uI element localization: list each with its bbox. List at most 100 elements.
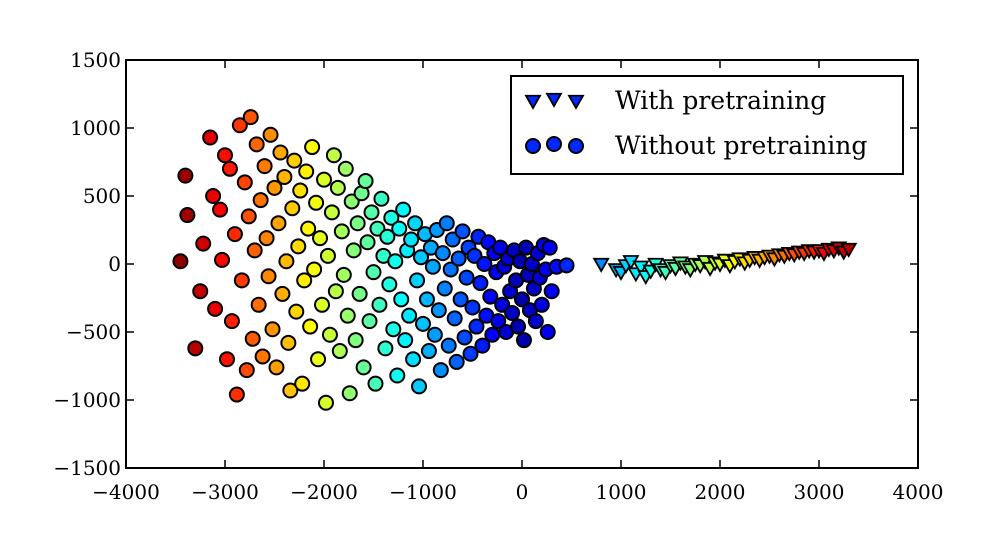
y-tick-label: −500 — [66, 320, 121, 344]
y-tick-label: 0 — [108, 252, 121, 276]
point-without-pretraining — [270, 215, 287, 232]
point-without-pretraining — [484, 326, 501, 343]
point-without-pretraining — [448, 353, 465, 370]
point-without-pretraining — [240, 208, 257, 225]
point-without-pretraining — [420, 343, 437, 360]
point-without-pretraining — [236, 174, 253, 191]
point-without-pretraining — [321, 326, 338, 343]
point-without-pretraining — [476, 256, 493, 272]
point-without-pretraining — [373, 190, 390, 207]
point-without-pretraining — [347, 332, 364, 349]
legend-circle-marker — [546, 136, 562, 152]
point-without-pretraining — [468, 318, 485, 335]
point-without-pretraining — [434, 245, 451, 262]
point-without-pretraining — [426, 326, 443, 343]
point-without-pretraining — [246, 242, 263, 259]
x-tick-label: −4000 — [92, 480, 160, 504]
point-without-pretraining — [464, 299, 481, 316]
point-without-pretraining — [359, 234, 376, 251]
point-without-pretraining — [302, 318, 319, 335]
point-without-pretraining — [284, 200, 301, 217]
point-without-pretraining — [221, 160, 238, 177]
point-without-pretraining — [298, 163, 315, 180]
y-tick-label: −1500 — [53, 456, 121, 480]
legend-circle-marker — [525, 138, 541, 154]
point-without-pretraining — [345, 242, 362, 259]
point-without-pretraining — [371, 296, 388, 313]
point-without-pretraining — [339, 307, 356, 324]
point-without-pretraining — [317, 394, 334, 411]
point-without-pretraining — [316, 171, 332, 188]
point-without-pretraining — [367, 375, 384, 392]
point-without-pretraining — [415, 315, 431, 332]
point-without-pretraining — [228, 386, 245, 403]
point-without-pretraining — [432, 362, 449, 379]
point-without-pretraining — [363, 204, 380, 221]
point-without-pretraining — [288, 303, 305, 320]
point-without-pretraining — [296, 272, 313, 289]
point-without-pretraining — [377, 340, 394, 357]
point-without-pretraining — [276, 168, 293, 185]
point-without-pretraining — [407, 215, 424, 232]
point-without-pretraining — [207, 300, 224, 317]
point-without-pretraining — [490, 313, 507, 330]
point-without-pretraining — [262, 126, 279, 143]
point-without-pretraining — [395, 201, 412, 218]
point-without-pretraining — [357, 173, 374, 190]
point-without-pretraining — [280, 334, 297, 351]
point-without-pretraining — [238, 362, 255, 379]
point-without-pretraining — [543, 283, 560, 300]
point-without-pretraining — [254, 348, 271, 365]
point-without-pretraining — [231, 117, 248, 134]
point-without-pretraining — [331, 343, 348, 360]
point-without-pretraining — [393, 291, 410, 308]
point-without-pretraining — [389, 367, 406, 384]
point-with-pretraining — [840, 242, 858, 258]
point-without-pretraining — [244, 330, 261, 347]
y-tick-label: −1000 — [53, 388, 121, 412]
point-without-pretraining — [242, 109, 259, 126]
point-without-pretraining — [274, 285, 291, 302]
point-without-pretraining — [179, 207, 196, 224]
point-without-pretraining — [424, 258, 441, 275]
point-without-pretraining — [329, 179, 346, 196]
point-without-pretraining — [413, 249, 430, 266]
ticks-layer: −4000 −3000 −2000 −1000 0 1000 2000 3000 4000 −15… — [53, 48, 943, 504]
point-without-pretraining — [405, 351, 422, 368]
point-without-pretraining — [268, 359, 285, 376]
legend-triangle-marker — [567, 94, 585, 110]
legend-marker-without-pretraining — [525, 136, 584, 154]
point-without-pretraining — [452, 291, 469, 308]
point-without-pretraining — [233, 272, 250, 289]
x-tick-label: 2000 — [695, 480, 746, 504]
point-without-pretraining — [533, 296, 550, 313]
point-without-pretraining — [308, 194, 325, 211]
point-without-pretraining — [192, 283, 209, 300]
point-without-pretraining — [248, 136, 265, 153]
point-without-pretraining — [527, 313, 544, 330]
point-without-pretraining — [458, 269, 475, 286]
point-without-pretraining — [379, 228, 396, 245]
point-without-pretraining — [294, 375, 311, 392]
legend-box — [510, 75, 904, 175]
point-without-pretraining — [205, 188, 222, 204]
x-tick-label: 1000 — [596, 480, 647, 504]
point-without-pretraining — [310, 351, 327, 368]
point-without-pretraining — [510, 318, 527, 335]
point-without-pretraining — [482, 288, 499, 305]
point-without-pretraining — [202, 129, 219, 146]
point-without-pretraining — [282, 382, 299, 399]
x-tick-label: −3000 — [191, 480, 259, 504]
point-without-pretraining — [264, 321, 281, 338]
point-without-pretraining — [361, 313, 378, 330]
point-without-pretraining — [341, 385, 358, 402]
y-tick-label: 1500 — [70, 48, 121, 72]
point-without-pretraining — [250, 296, 267, 313]
point-without-pretraining — [440, 337, 457, 354]
point-without-pretraining — [383, 209, 400, 226]
legend-triangle-marker — [524, 94, 542, 110]
point-without-pretraining — [539, 324, 556, 340]
point-without-pretraining — [319, 247, 336, 264]
point-without-pretraining — [217, 147, 233, 164]
x-tick-label: −2000 — [290, 480, 358, 504]
